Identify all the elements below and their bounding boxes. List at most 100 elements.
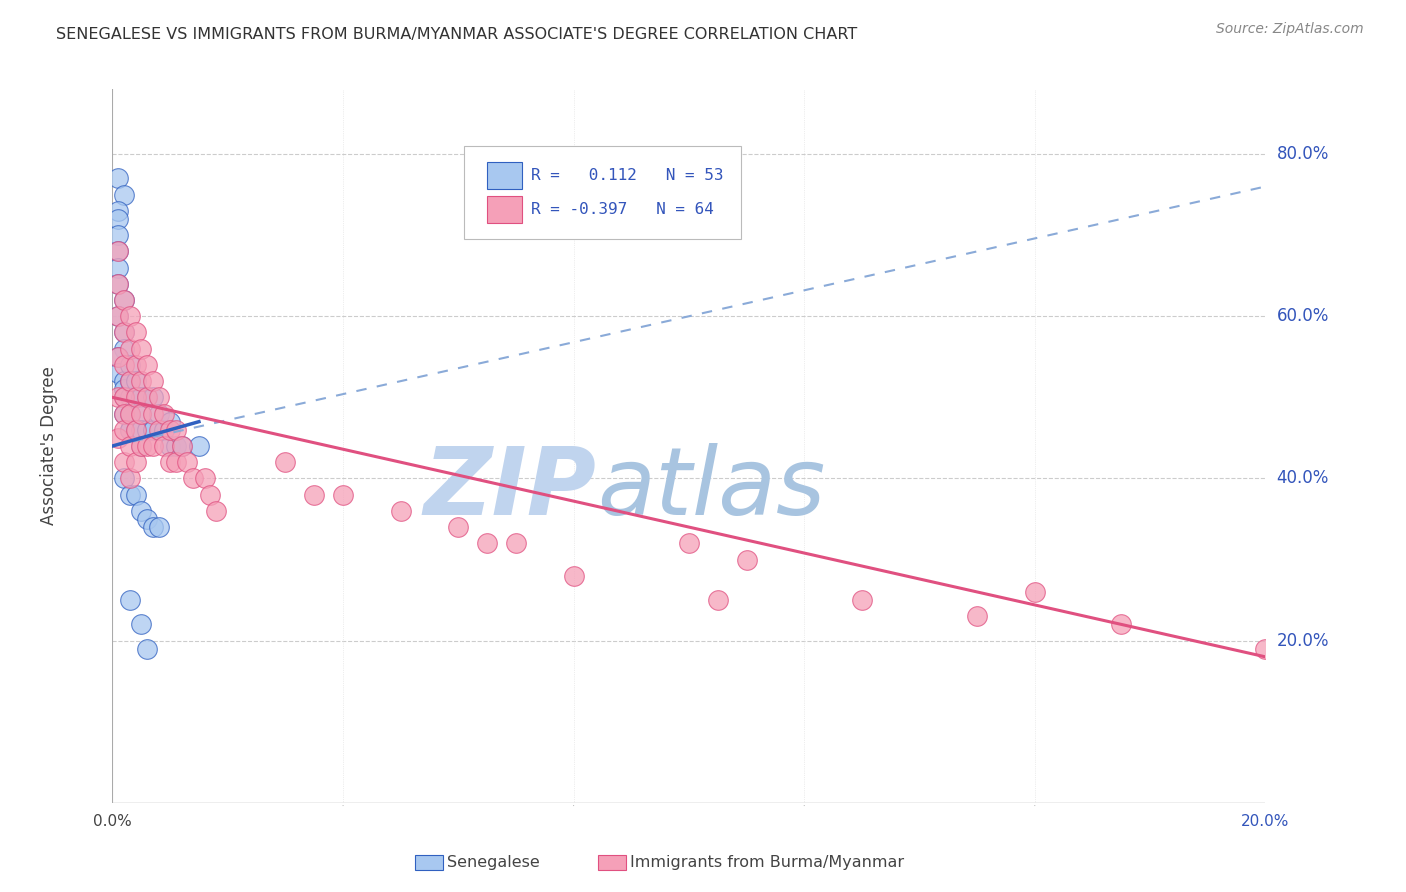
Point [159, 455, 181, 469]
Point [124, 488, 146, 502]
Point [112, 342, 135, 356]
Point [129, 439, 153, 453]
Point [165, 423, 187, 437]
Point [274, 455, 297, 469]
Point [107, 203, 129, 218]
Point [159, 423, 181, 437]
Point [136, 423, 159, 437]
Point [129, 407, 153, 421]
Point [1024, 585, 1046, 599]
Text: SENEGALESE VS IMMIGRANTS FROM BURMA/MYANMAR ASSOCIATE'S DEGREE CORRELATION CHART: SENEGALESE VS IMMIGRANTS FROM BURMA/MYAN… [56, 27, 858, 42]
Point [165, 439, 187, 453]
Point [165, 455, 187, 469]
Point [112, 390, 135, 404]
Point [118, 390, 141, 404]
FancyBboxPatch shape [488, 162, 522, 189]
Point [107, 211, 129, 226]
Point [176, 455, 198, 469]
Text: 60.0%: 60.0% [1277, 307, 1329, 326]
Point [107, 244, 129, 259]
Point [118, 423, 141, 437]
Point [148, 520, 170, 534]
Point [112, 293, 135, 307]
Text: 20.0%: 20.0% [1241, 814, 1289, 829]
Point [118, 374, 141, 388]
Point [148, 423, 170, 437]
Point [153, 407, 176, 421]
Point [159, 415, 181, 429]
Point [107, 277, 129, 291]
Text: ZIP: ZIP [423, 442, 596, 535]
Point [112, 187, 135, 202]
Point [118, 593, 141, 607]
Point [107, 310, 129, 324]
Point [1111, 617, 1133, 632]
Point [129, 439, 153, 453]
Point [142, 407, 165, 421]
Text: 0.0%: 0.0% [93, 814, 132, 829]
Point [112, 423, 135, 437]
Point [112, 374, 135, 388]
Text: R =   0.112   N = 53: R = 0.112 N = 53 [531, 168, 724, 183]
Text: Associate's Degree: Associate's Degree [39, 367, 58, 525]
Text: atlas: atlas [596, 443, 825, 534]
Point [562, 568, 585, 582]
Point [118, 439, 141, 453]
Point [129, 374, 153, 388]
Point [678, 536, 700, 550]
Point [107, 390, 129, 404]
Point [136, 390, 159, 404]
Point [188, 439, 211, 453]
Point [118, 374, 141, 388]
Point [124, 390, 146, 404]
Point [107, 310, 129, 324]
Point [112, 358, 135, 372]
Point [447, 520, 470, 534]
FancyBboxPatch shape [464, 146, 741, 239]
Point [129, 617, 153, 632]
Point [124, 358, 146, 372]
Point [194, 471, 217, 485]
Point [107, 171, 129, 186]
Point [118, 423, 141, 437]
Point [205, 504, 228, 518]
Point [112, 455, 135, 469]
Point [124, 423, 146, 437]
Point [475, 536, 499, 550]
Point [124, 374, 146, 388]
Point [107, 431, 129, 445]
Point [112, 390, 135, 404]
Point [136, 641, 159, 656]
Point [124, 455, 146, 469]
Point [112, 407, 135, 421]
Point [124, 423, 146, 437]
Point [142, 390, 165, 404]
Point [148, 390, 170, 404]
Point [112, 293, 135, 307]
FancyBboxPatch shape [488, 196, 522, 223]
Point [136, 390, 159, 404]
Point [124, 390, 146, 404]
Point [142, 423, 165, 437]
Point [107, 350, 129, 364]
Point [107, 350, 129, 364]
Point [332, 488, 354, 502]
Point [170, 439, 193, 453]
Point [159, 439, 181, 453]
Point [118, 310, 141, 324]
Point [153, 423, 176, 437]
Text: 40.0%: 40.0% [1277, 469, 1329, 487]
Point [118, 358, 141, 372]
Point [851, 593, 873, 607]
Point [107, 260, 129, 275]
Text: Source: ZipAtlas.com: Source: ZipAtlas.com [1216, 22, 1364, 37]
Point [136, 439, 159, 453]
Point [200, 488, 222, 502]
Point [129, 407, 153, 421]
Point [112, 326, 135, 340]
Text: 80.0%: 80.0% [1277, 145, 1329, 163]
Point [118, 407, 141, 421]
Point [153, 439, 176, 453]
Point [1254, 641, 1277, 656]
Point [118, 342, 141, 356]
